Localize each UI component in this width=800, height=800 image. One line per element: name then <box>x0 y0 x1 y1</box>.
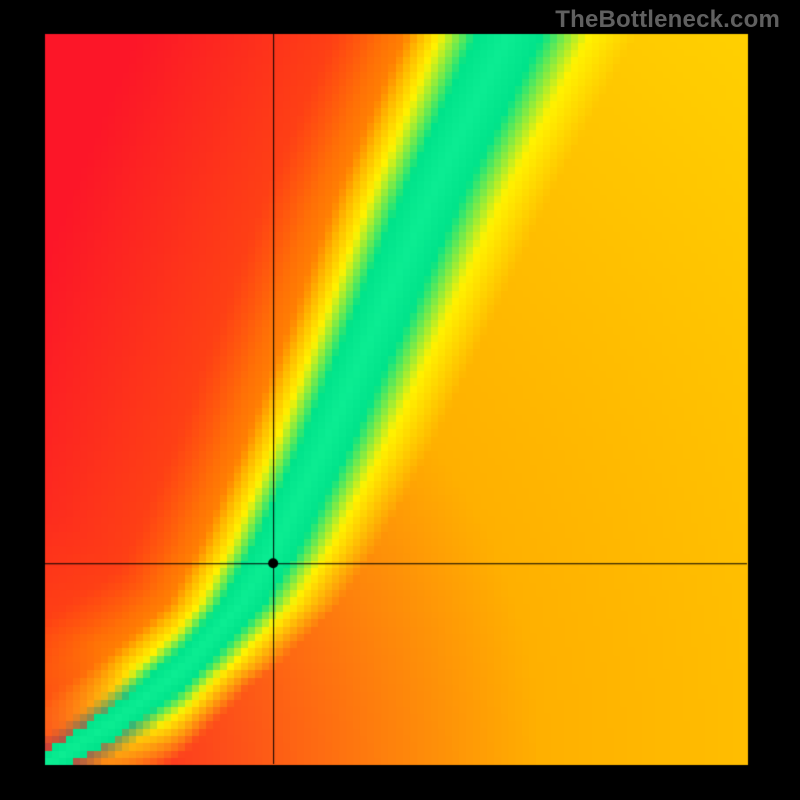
watermark-text: TheBottleneck.com <box>555 6 780 34</box>
chart-container: TheBottleneck.com <box>0 0 800 800</box>
bottleneck-heatmap <box>0 0 800 800</box>
